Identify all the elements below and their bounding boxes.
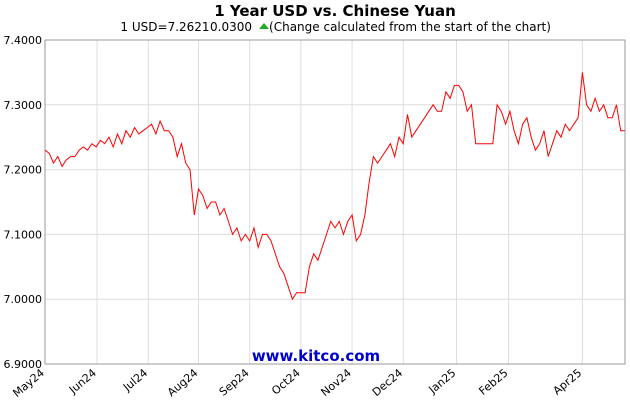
x-tick-label: Sep24 <box>217 366 252 398</box>
y-tick-label: 7.2000 <box>4 164 43 177</box>
subtitle-change: 0.0300 <box>210 20 252 34</box>
x-tick-label: Nov24 <box>318 366 354 399</box>
up-arrow <box>259 23 269 29</box>
y-tick-label: 7.1000 <box>4 228 43 241</box>
x-tick-label: Aug24 <box>165 366 201 399</box>
x-tick-label: Jun24 <box>66 366 99 397</box>
subtitle-rate: 1 USD=7.2621 <box>120 20 209 34</box>
x-tick-label: Oct24 <box>269 366 303 397</box>
x-tick-label: Feb25 <box>476 366 510 397</box>
plot-frame <box>44 39 626 365</box>
price-line <box>44 72 625 301</box>
x-tick-label: Apr25 <box>551 366 585 397</box>
y-tick-label: 7.0000 <box>4 293 43 306</box>
watermark: www.kitco.com <box>252 347 380 365</box>
y-tick-label: 7.4000 <box>4 34 43 47</box>
x-tick-label: Jul24 <box>120 366 150 394</box>
subtitle-note: (Change calculated from the start of the… <box>269 20 551 34</box>
x-tick-label: Jan25 <box>426 366 459 397</box>
y-tick-label: 6.9000 <box>4 358 43 371</box>
x-tick-label: Dec24 <box>370 366 405 399</box>
chart-title: 1 Year USD vs. Chinese Yuan <box>214 2 456 20</box>
x-tick-label: May24 <box>10 366 47 400</box>
y-tick-label: 7.3000 <box>4 99 43 112</box>
